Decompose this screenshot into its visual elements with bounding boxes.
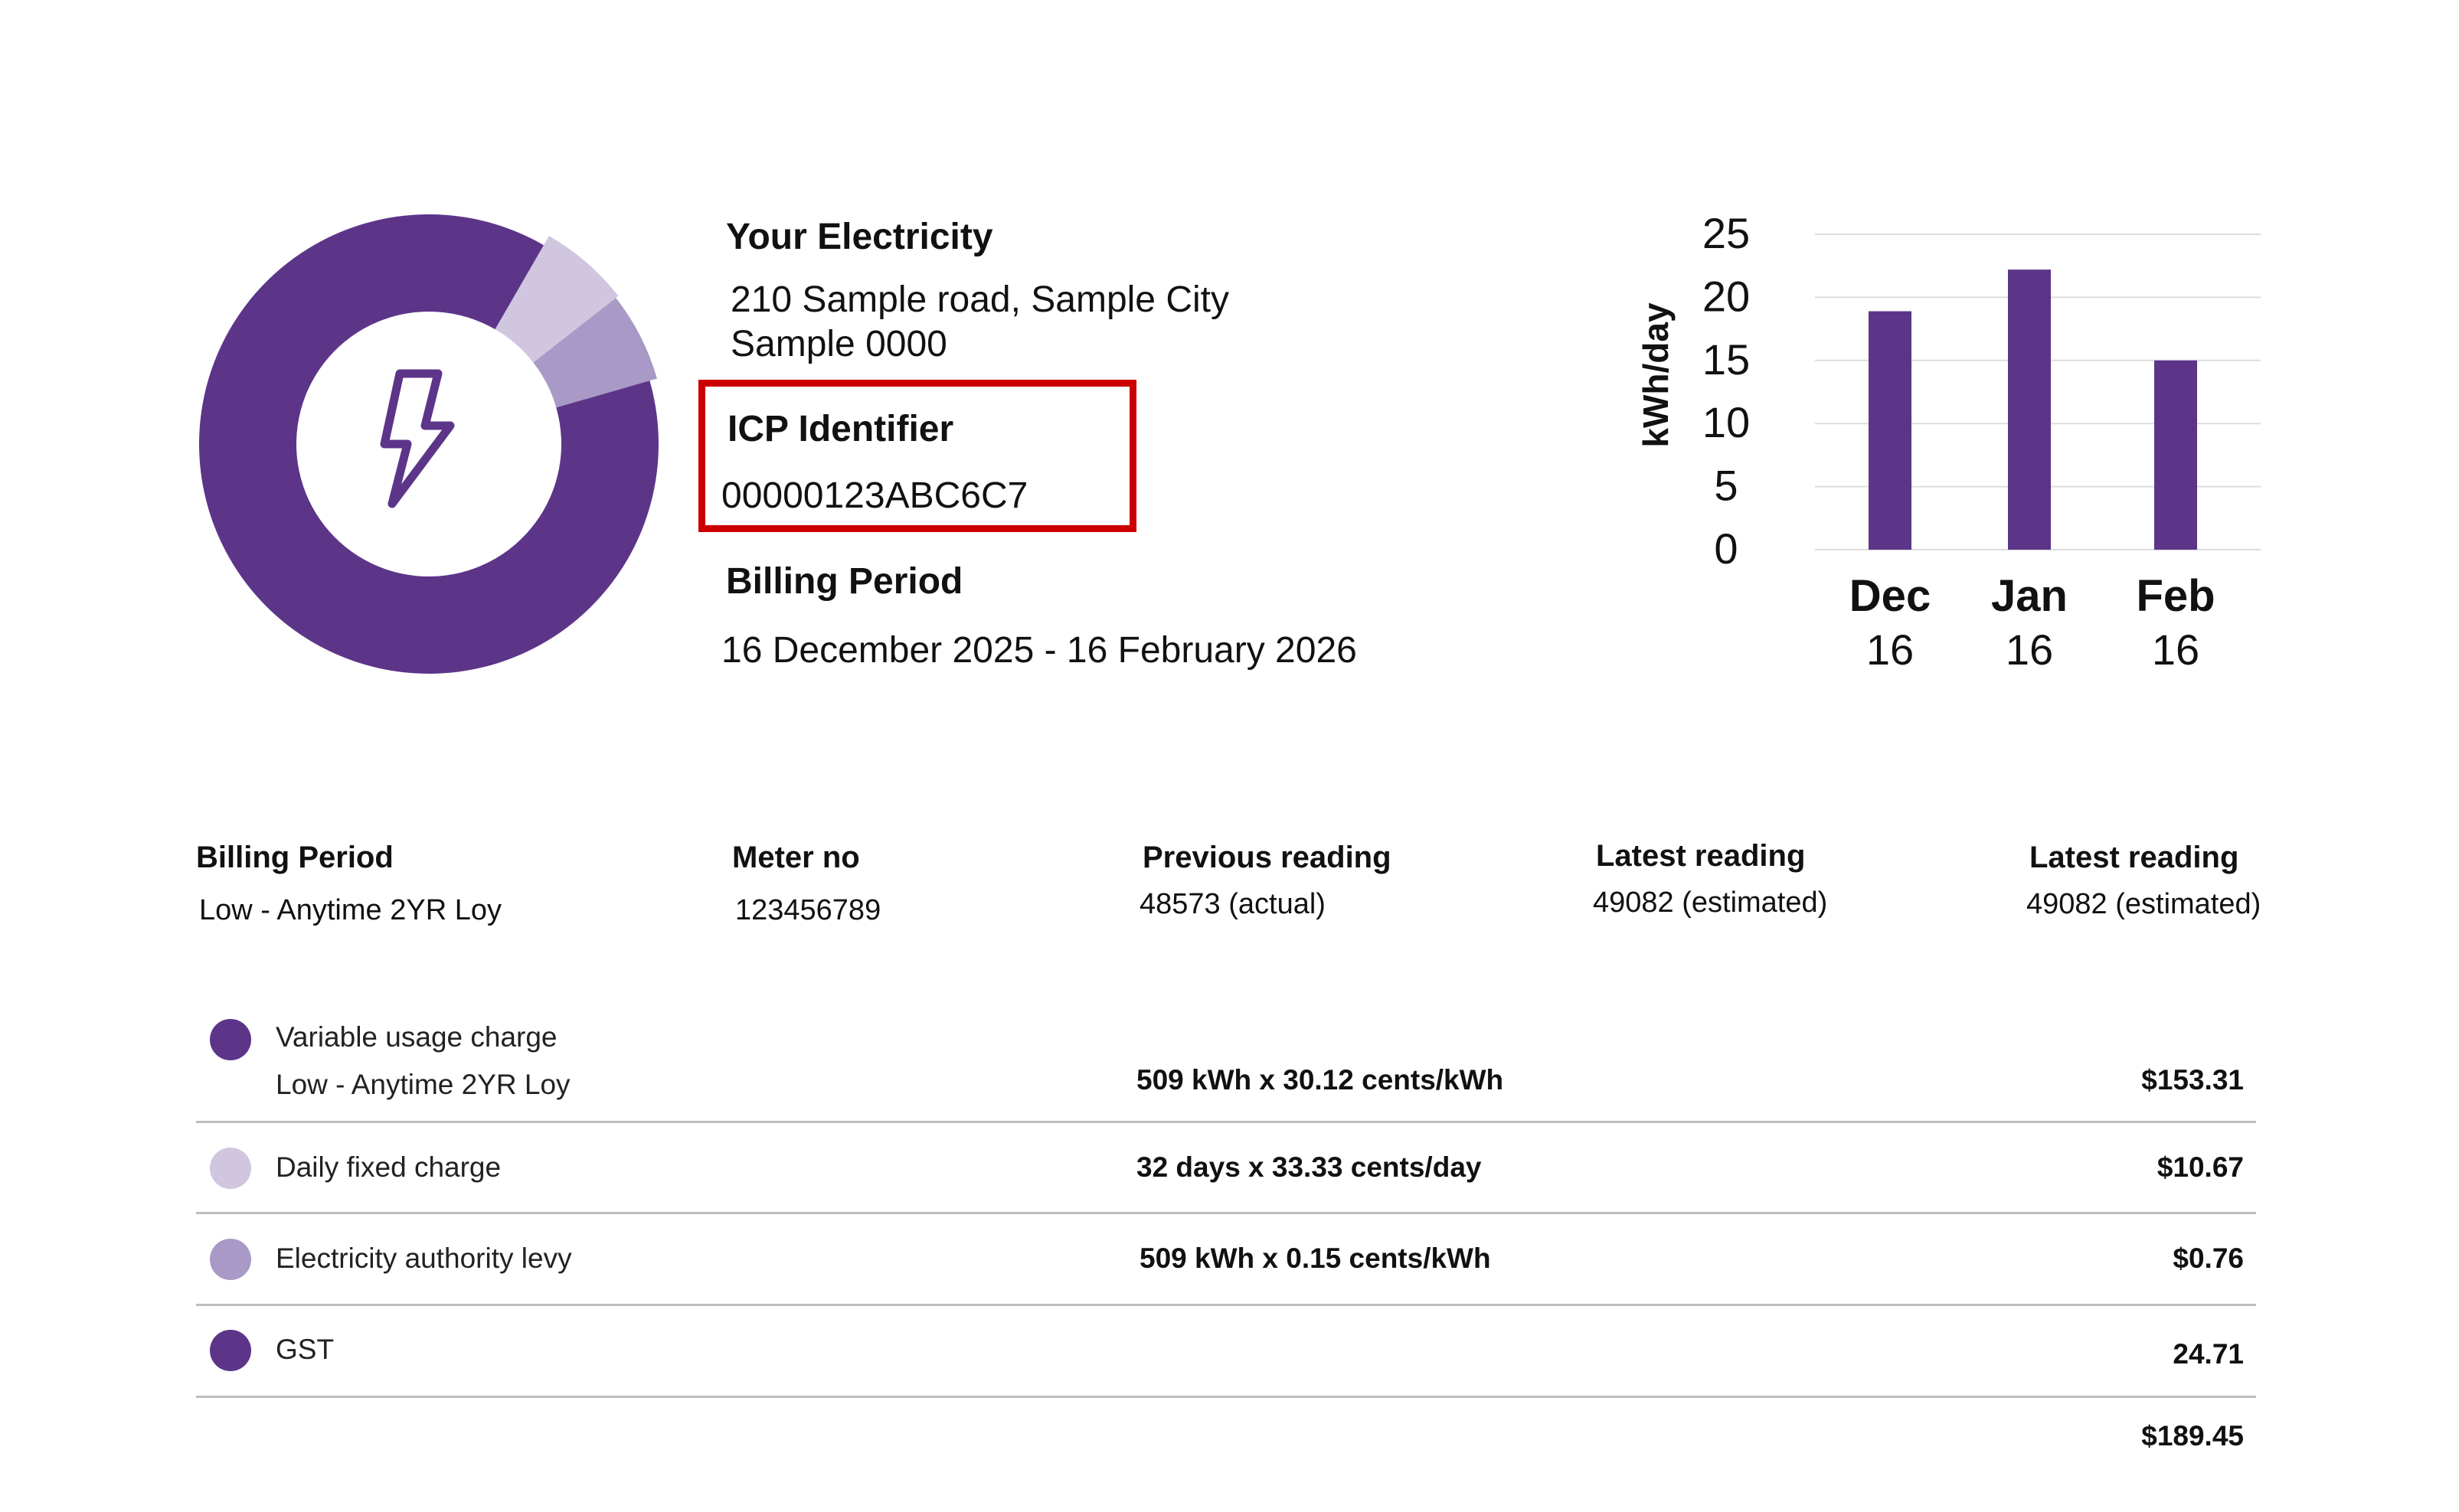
charge-amount: $10.67 [2157, 1151, 2244, 1183]
donut-slice-levy [533, 298, 657, 408]
charge-amount: $0.76 [2173, 1243, 2244, 1274]
donut-slice-usage-gst [199, 214, 659, 674]
charge-sublabel: Low - Anytime 2YR Loy [276, 1069, 571, 1100]
bar-jan [2008, 269, 2051, 550]
x-category-label: Feb [2136, 571, 2215, 621]
total-amount: $189.45 [2141, 1420, 2244, 1452]
col-value-previous-reading: 48573 (actual) [1140, 888, 1326, 920]
col-value-latest-reading-2: 49082 (estimated) [2026, 888, 2261, 920]
icp-title: ICP Identifier [728, 409, 954, 449]
row-divider [196, 1396, 2256, 1398]
row-divider [196, 1212, 2256, 1214]
bar-feb [2154, 360, 2197, 550]
icp-highlight-box [698, 380, 1136, 532]
donut-slice-daily-fixed [495, 236, 619, 363]
charge-label: Electricity authority levy [276, 1243, 572, 1274]
charge-amount: $153.31 [2141, 1064, 2244, 1096]
x-category-label: Jan [1991, 571, 2068, 621]
col-title-latest-reading-1: Latest reading [1596, 839, 1806, 873]
col-value-billing-period: Low - Anytime 2YR Loy [199, 894, 502, 926]
x-category-sublabel: 16 [1866, 625, 1914, 674]
charge-label: Daily fixed charge [276, 1151, 502, 1183]
billing-period-value: 16 December 2025 - 16 February 2026 [721, 630, 1357, 671]
y-tick-label: 5 [1714, 462, 1738, 510]
address-line-2: Sample 0000 [731, 324, 947, 364]
charges-donut-chart [199, 214, 659, 674]
y-tick-label: 0 [1714, 524, 1738, 573]
icp-value: 00000123ABC6C7 [721, 475, 1028, 516]
y-tick-label: 20 [1702, 272, 1750, 320]
charge-calculation: 509 kWh x 0.15 cents/kWh [1140, 1243, 1491, 1274]
charge-calculation: 509 kWh x 30.12 cents/kWh [1136, 1064, 1504, 1096]
y-tick-label: 15 [1702, 335, 1750, 384]
x-category-label: Dec [1849, 571, 1931, 621]
billing-period-title: Billing Period [726, 561, 963, 602]
col-title-meter-no: Meter no [732, 841, 860, 874]
your-electricity-title: Your Electricity [726, 217, 993, 257]
y-tick-label: 25 [1702, 209, 1750, 257]
address-line-1: 210 Sample road, Sample City [731, 279, 1229, 320]
row-divider [196, 1304, 2256, 1306]
charge-amount: 24.71 [2173, 1338, 2244, 1370]
x-category-sublabel: 16 [2152, 625, 2199, 674]
col-title-previous-reading: Previous reading [1143, 841, 1391, 874]
row-divider [196, 1121, 2256, 1123]
charge-color-dot [210, 1239, 251, 1280]
charge-label: GST [276, 1334, 335, 1365]
y-tick-label: 10 [1702, 398, 1750, 446]
lightning-bolt-icon [380, 369, 455, 508]
charge-color-dot [210, 1019, 251, 1060]
col-title-latest-reading-2: Latest reading [2029, 841, 2239, 874]
charge-color-dot [210, 1330, 251, 1371]
col-value-latest-reading-1: 49082 (estimated) [1593, 887, 1828, 919]
charge-label: Variable usage charge [276, 1021, 558, 1053]
charge-color-dot [210, 1148, 251, 1189]
charge-calculation: 32 days x 33.33 cents/day [1136, 1151, 1482, 1183]
col-value-meter-no: 123456789 [735, 894, 881, 926]
y-axis-label: kWh/day [1636, 302, 1676, 448]
col-title-billing-period: Billing Period [196, 841, 394, 874]
bar-dec [1869, 311, 1911, 550]
x-category-sublabel: 16 [2006, 625, 2053, 674]
